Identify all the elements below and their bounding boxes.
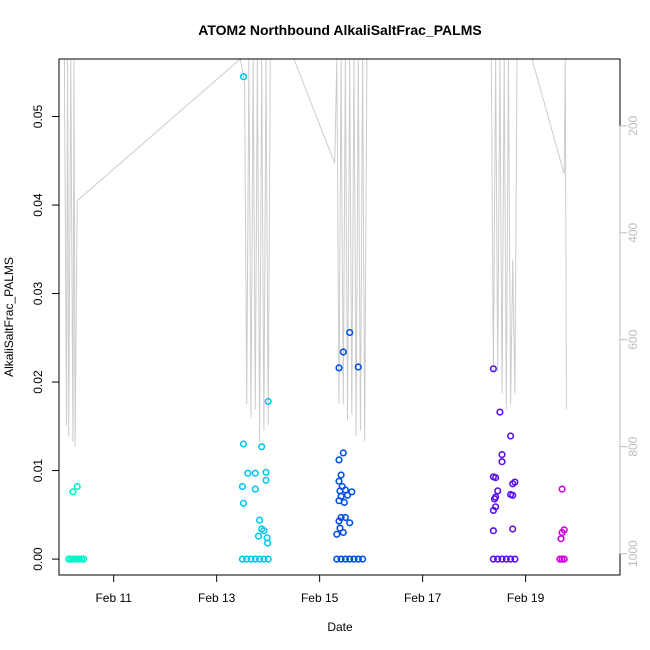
data-point (80, 555, 88, 563)
data-point (341, 513, 350, 522)
data-point (256, 555, 264, 563)
data-point (251, 469, 259, 477)
data-point (489, 506, 498, 515)
data-point (557, 535, 565, 543)
data-point (489, 527, 498, 535)
data-point (258, 443, 266, 451)
data-point (341, 555, 350, 563)
y-right-tick-label: 200 (626, 116, 640, 136)
data-point (339, 449, 347, 457)
x-tick-label: Feb 19 (507, 591, 545, 605)
data-point (335, 477, 343, 485)
data-point (260, 555, 268, 563)
data-point (507, 432, 515, 440)
data-point (239, 440, 248, 448)
data-point (262, 468, 270, 476)
chart-title: ATOM2 Northbound AlkaliSaltFrac_PALMS (198, 22, 481, 38)
data-point (333, 530, 341, 538)
data-point (251, 555, 259, 563)
data-point (346, 328, 354, 337)
x-tick-label: Feb 13 (198, 591, 236, 605)
data-point (73, 482, 81, 491)
data-point (509, 480, 517, 488)
data-point (494, 487, 502, 495)
altitude-line (63, 58, 567, 447)
data-point (335, 364, 343, 372)
altitude-lines (63, 58, 567, 447)
data-points (65, 73, 568, 563)
y-tick-label: 0.00 (31, 547, 45, 571)
data-point (359, 555, 367, 563)
data-point (558, 485, 566, 493)
data-point (560, 555, 568, 563)
data-point (354, 363, 362, 371)
data-point (264, 397, 272, 406)
data-point (340, 498, 348, 507)
data-point (348, 488, 356, 496)
data-point (238, 482, 246, 491)
x-tick-label: Feb 11 (95, 591, 132, 605)
data-point (239, 499, 248, 507)
y-tick-label: 0.03 (31, 282, 45, 306)
x-axis: Feb 11 Feb 13 Feb 15 Feb 17 Feb 19 (95, 575, 545, 605)
data-point (339, 348, 347, 356)
y-right-tick-label: 600 (626, 329, 640, 349)
y-right-tick-label: 800 (626, 436, 640, 456)
data-point (511, 555, 519, 563)
data-point (343, 491, 352, 499)
data-point (335, 456, 343, 464)
data-point (333, 555, 341, 563)
y-right-tick-label: 400 (626, 222, 640, 242)
data-point (509, 525, 517, 533)
data-point (336, 524, 344, 532)
y-tick-label: 0.04 (31, 193, 45, 217)
data-point (489, 555, 498, 563)
data-point (350, 555, 358, 563)
data-point (69, 488, 77, 496)
data-point (256, 516, 264, 524)
data-point (238, 555, 246, 563)
data-point (254, 532, 263, 540)
data-point (337, 471, 345, 479)
data-point (264, 555, 272, 563)
x-axis-label: Date (327, 620, 353, 634)
data-point (507, 555, 515, 563)
data-point (260, 527, 268, 535)
y-right-tick-label: 1000 (626, 540, 640, 567)
y-axis: 0.00 0.01 0.02 0.03 0.04 0.05 (31, 105, 59, 571)
data-point (498, 458, 506, 466)
y-tick-label: 0.02 (31, 370, 45, 394)
y-tick-label: 0.01 (31, 459, 45, 483)
data-point (502, 555, 510, 563)
data-point (264, 539, 272, 547)
data-point (509, 491, 517, 499)
data-point (490, 495, 499, 503)
data-point (262, 476, 270, 484)
y-axis-label: AlkaliSaltFrac_PALMS (2, 257, 16, 377)
data-point (335, 517, 343, 525)
data-point (492, 474, 500, 482)
y-axis-right: 200 400 600 800 1000 (619, 116, 640, 567)
x-tick-label: Feb 15 (301, 591, 339, 605)
data-point (244, 469, 252, 477)
data-point (494, 555, 502, 563)
data-point (339, 528, 347, 537)
data-point (346, 555, 354, 563)
y-tick-label: 0.05 (31, 105, 45, 129)
data-point (498, 451, 506, 459)
data-point (243, 555, 251, 563)
data-point (251, 485, 259, 493)
x-tick-label: Feb 17 (404, 591, 442, 605)
data-point (489, 365, 498, 373)
data-point (496, 408, 504, 416)
data-point (247, 555, 255, 563)
data-point (346, 519, 354, 527)
data-point (239, 73, 248, 81)
data-point (354, 555, 362, 563)
data-point (337, 555, 345, 563)
data-point (498, 555, 506, 563)
